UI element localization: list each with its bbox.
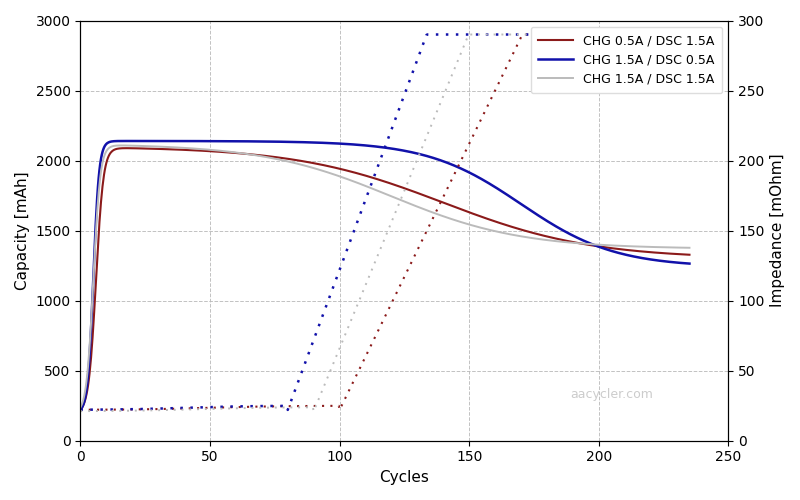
CHG 0.5A / DSC 1.5A [464, 210, 474, 216]
CHG 1.5A / DSC 1.5A [117, 142, 126, 148]
CHG 0.5A / DSC 1.5A [76, 406, 86, 412]
CHG 1.5A / DSC 1.5A [685, 245, 694, 251]
CHG 1.5A / DSC 1.5A [76, 404, 86, 410]
CHG 1.5A / DSC 0.5A [113, 138, 122, 144]
CHG 1.5A / DSC 0.5A [430, 156, 440, 162]
Line: CHG 1.5A / DSC 0.5A: CHG 1.5A / DSC 0.5A [81, 141, 690, 409]
CHG 1.5A / DSC 0.5A [464, 170, 474, 175]
CHG 1.5A / DSC 0.5A [76, 406, 86, 412]
CHG 1.5A / DSC 1.5A [464, 222, 474, 228]
CHG 0.5A / DSC 1.5A [430, 196, 440, 202]
CHG 1.5A / DSC 1.5A [113, 142, 122, 148]
Text: aacycler.com: aacycler.com [570, 388, 653, 401]
X-axis label: Cycles: Cycles [379, 470, 430, 485]
CHG 1.5A / DSC 0.5A [123, 138, 133, 144]
Y-axis label: Impedance [mOhm]: Impedance [mOhm] [770, 154, 785, 308]
CHG 0.5A / DSC 1.5A [122, 145, 131, 151]
Legend: CHG 0.5A / DSC 1.5A, CHG 1.5A / DSC 0.5A, CHG 1.5A / DSC 1.5A: CHG 0.5A / DSC 1.5A, CHG 1.5A / DSC 0.5A… [530, 27, 722, 94]
CHG 0.5A / DSC 1.5A [601, 244, 610, 250]
CHG 0.5A / DSC 1.5A [685, 252, 694, 258]
CHG 1.5A / DSC 1.5A [446, 216, 456, 222]
CHG 0.5A / DSC 1.5A [538, 232, 548, 238]
Line: CHG 0.5A / DSC 1.5A: CHG 0.5A / DSC 1.5A [81, 148, 690, 409]
Y-axis label: Capacity [mAh]: Capacity [mAh] [15, 172, 30, 290]
CHG 1.5A / DSC 0.5A [538, 216, 548, 222]
CHG 1.5A / DSC 0.5A [601, 246, 610, 252]
CHG 0.5A / DSC 1.5A [113, 146, 122, 152]
CHG 1.5A / DSC 1.5A [601, 242, 610, 248]
Line: CHG 1.5A / DSC 1.5A: CHG 1.5A / DSC 1.5A [81, 146, 690, 408]
CHG 1.5A / DSC 0.5A [685, 260, 694, 266]
CHG 0.5A / DSC 1.5A [446, 202, 456, 208]
CHG 1.5A / DSC 0.5A [446, 161, 456, 167]
CHG 1.5A / DSC 1.5A [430, 210, 440, 216]
CHG 1.5A / DSC 1.5A [538, 236, 548, 242]
